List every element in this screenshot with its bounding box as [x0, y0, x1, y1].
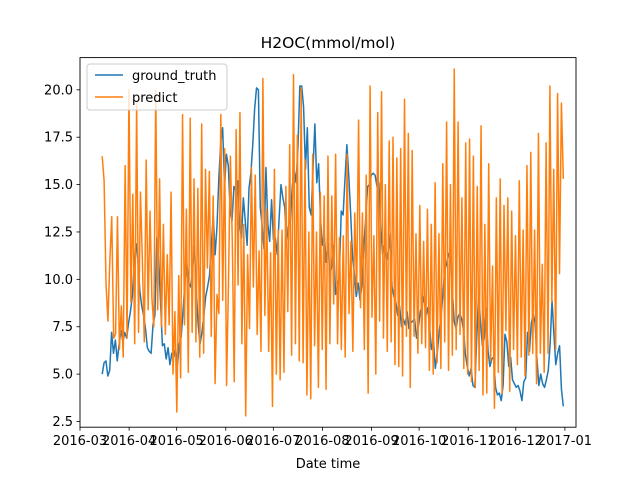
series-line-predict [101, 68, 565, 417]
legend-label-ground-truth: ground_truth [132, 69, 217, 84]
x-tick-label: 2016-05 [150, 434, 204, 449]
x-axis-label: Date time [296, 457, 361, 472]
y-tick-label: 15.0 [44, 178, 73, 193]
x-tick-label: 2016-06 [199, 434, 253, 449]
x-tick-label: 2016-09 [344, 434, 398, 449]
x-tick-label: 2016-07 [246, 434, 300, 449]
x-tick-label: 2016-10 [392, 434, 446, 449]
y-tick-label: 20.0 [44, 83, 73, 98]
x-tick-label: 2016-04 [102, 434, 156, 449]
legend: ground_truth predict [86, 63, 228, 111]
y-tick-label: 7.5 [52, 320, 73, 335]
plot-area [79, 57, 577, 428]
x-tick-label: 2017-01 [538, 434, 592, 449]
y-tick-label: 17.5 [44, 131, 73, 146]
y-tick-label: 2.5 [52, 415, 73, 430]
x-tick-label: 2016-08 [295, 434, 349, 449]
x-tick-label: 2016-03 [53, 434, 107, 449]
y-tick-label: 5.0 [52, 368, 73, 383]
y-tick-label: 10.0 [44, 273, 73, 288]
legend-label-predict: predict [132, 91, 177, 106]
y-tick-label: 12.5 [44, 225, 73, 240]
y-axis: 2.5 5.0 7.5 10.0 12.5 15.0 17.5 20.0 [44, 83, 80, 430]
x-tick-label: 2016-11 [441, 434, 495, 449]
x-axis: 2016-032016-042016-052016-062016-072016-… [53, 427, 592, 449]
x-tick-label: 2016-12 [489, 434, 543, 449]
series-layer [101, 68, 565, 417]
chart-title: H2OC(mmol/mol) [261, 34, 396, 52]
axes-frame [79, 57, 577, 428]
